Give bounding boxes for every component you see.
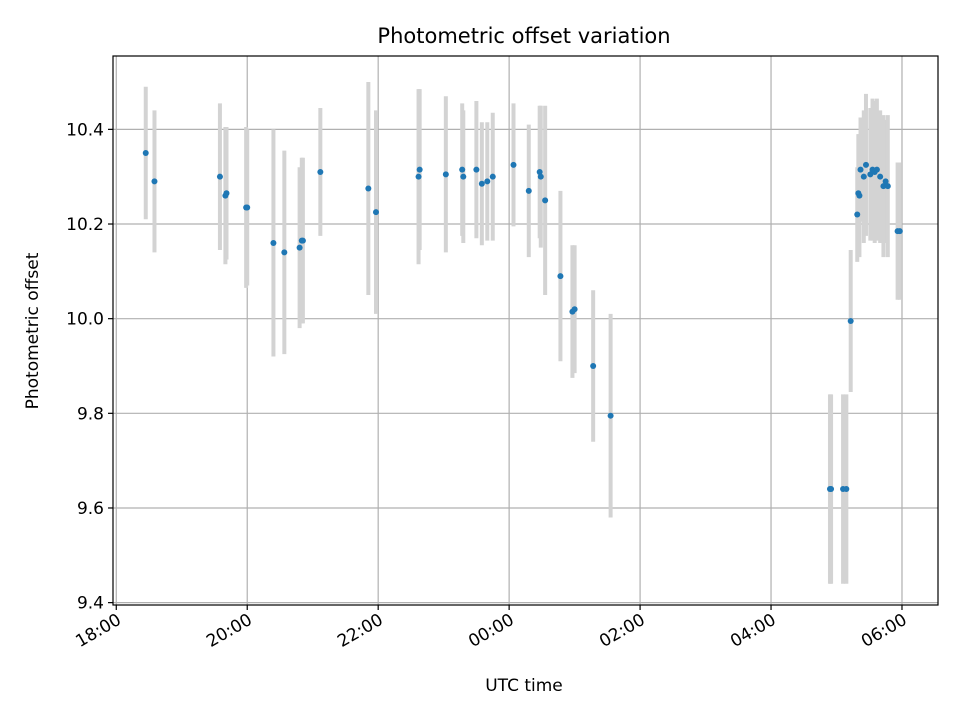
data-point: [478, 180, 485, 187]
data-point: [843, 486, 850, 493]
data-point: [557, 273, 564, 280]
data-point: [880, 183, 887, 190]
plot-frame: [112, 55, 939, 606]
x-axis-label: UTC time: [485, 676, 563, 696]
data-point: [216, 173, 223, 180]
x-tick-label: 02:00: [596, 610, 648, 652]
data-point: [244, 204, 251, 211]
data-points: [142, 150, 903, 493]
data-point: [365, 185, 372, 192]
y-tick-label: 10.0: [66, 310, 104, 330]
x-tick-label: 22:00: [334, 610, 386, 652]
data-point: [525, 187, 532, 194]
data-point: [854, 211, 861, 218]
data-point: [882, 178, 889, 185]
x-tick-label: 06:00: [858, 610, 910, 652]
data-point: [537, 173, 544, 180]
data-point: [590, 362, 597, 369]
data-point: [510, 161, 517, 168]
x-tick-label: 00:00: [465, 610, 517, 652]
data-point: [828, 486, 835, 493]
data-point: [442, 171, 449, 178]
y-tick-label: 9.4: [77, 594, 104, 614]
y-tick-label: 9.8: [77, 404, 104, 424]
data-point: [607, 412, 614, 419]
data-point: [571, 306, 578, 313]
data-point: [860, 173, 867, 180]
data-point: [856, 192, 863, 199]
data-point: [484, 178, 491, 185]
data-point: [296, 244, 303, 251]
data-point: [299, 237, 306, 244]
data-point: [847, 318, 854, 325]
data-point: [873, 166, 880, 173]
y-axis-ticks: 9.4 9.6 9.8 10.0 10.2 10.4: [66, 120, 113, 614]
data-point: [884, 183, 891, 190]
data-point: [473, 166, 480, 173]
y-tick-label: 10.2: [66, 215, 104, 235]
data-point: [862, 161, 869, 168]
data-point: [877, 173, 884, 180]
data-point: [857, 166, 864, 173]
data-point: [151, 178, 158, 185]
grid: [113, 56, 938, 605]
x-axis-ticks: 18:00 20:00 22:00 00:00 02:00 04:00 06:00: [72, 605, 910, 652]
data-point: [489, 173, 496, 180]
chart-title: Photometric offset variation: [377, 24, 670, 48]
data-point: [459, 166, 466, 173]
x-tick-label: 18:00: [72, 610, 124, 652]
y-tick-label: 10.4: [66, 120, 104, 140]
data-point: [142, 150, 149, 157]
data-point: [223, 190, 230, 197]
data-point: [542, 197, 549, 204]
x-tick-label: 04:00: [727, 610, 779, 652]
data-point: [317, 168, 324, 175]
data-point: [415, 173, 422, 180]
data-point: [416, 166, 423, 173]
data-point: [270, 239, 277, 246]
data-point: [896, 228, 903, 235]
y-axis-label: Photometric offset: [23, 252, 43, 409]
data-point: [281, 249, 288, 256]
data-point: [372, 209, 379, 216]
x-tick-label: 20:00: [203, 610, 255, 652]
y-tick-label: 9.6: [77, 499, 104, 519]
data-point: [460, 173, 467, 180]
data-point: [536, 168, 543, 175]
